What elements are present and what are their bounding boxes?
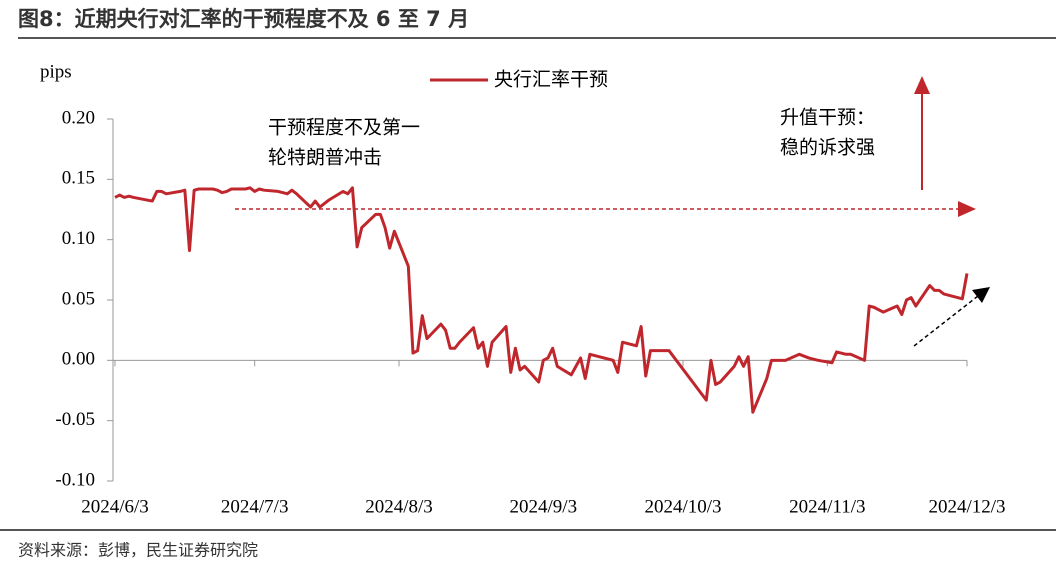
arrow-head: [958, 201, 976, 217]
x-tick-label: 2024/11/3: [789, 496, 865, 517]
y-tick-label: -0.10: [55, 469, 95, 490]
source-note: 资料来源：彭博，民生证券研究院: [18, 541, 258, 560]
trend-arrow: [913, 295, 979, 347]
y-tick-label: 0.15: [62, 168, 95, 189]
y-tick-label: 0.10: [62, 228, 95, 249]
y-tick-label: 0.20: [62, 107, 95, 128]
chart-title: 图8：近期央行对汇率的干预程度不及 6 至 7 月: [18, 7, 469, 31]
x-tick-label: 2024/9/3: [510, 496, 578, 517]
annotation: 干预程度不及第一: [268, 117, 420, 139]
x-tick-label: 2024/10/3: [644, 496, 721, 517]
arrow-head: [914, 76, 930, 94]
y-tick-label: 0.05: [62, 288, 95, 309]
y-axis-label: pips: [40, 61, 72, 82]
x-tick-label: 2024/8/3: [365, 496, 433, 517]
legend-label: 央行汇率干预: [494, 69, 608, 91]
x-tick-label: 2024/12/3: [928, 496, 1005, 517]
annotation: 轮特朗普冲击: [268, 147, 382, 169]
x-tick-label: 2024/6/3: [81, 496, 149, 517]
annotation: 稳的诉求强: [780, 137, 875, 159]
y-tick-label: -0.05: [55, 409, 95, 430]
y-tick-label: 0.00: [62, 349, 95, 370]
arrow-head: [972, 287, 990, 303]
x-tick-label: 2024/7/3: [221, 496, 289, 517]
series-line: [114, 186, 969, 414]
annotation: 升值干预：: [780, 107, 875, 129]
